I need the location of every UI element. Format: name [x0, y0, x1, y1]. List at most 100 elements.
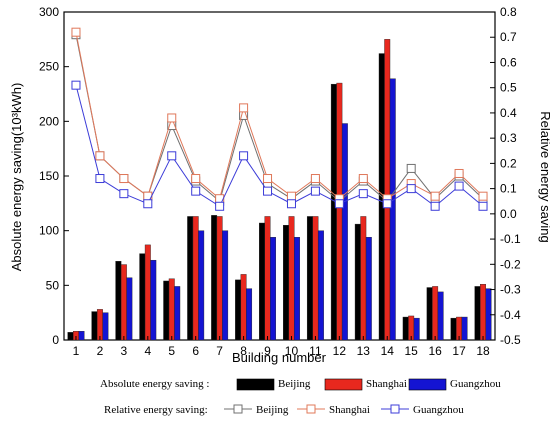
- x-tick-label: 17: [452, 344, 466, 358]
- legend-line-label-shanghai: Shanghai: [329, 404, 370, 416]
- y-right-tick-label: -0.1: [500, 232, 521, 246]
- bar-guangzhou-14: [389, 78, 396, 341]
- point-guangzhou-18: [478, 201, 488, 211]
- x-tick-label: 18: [476, 344, 490, 358]
- point-shanghai-5: [167, 113, 177, 123]
- bar-beijing-10: [283, 224, 289, 341]
- bar-shanghai-12: [336, 82, 343, 341]
- bar-beijing-8: [235, 279, 242, 341]
- bar-guangzhou-10: [294, 237, 300, 341]
- y-right-tick-label: 0.6: [500, 55, 517, 69]
- bar-shanghai-16: [432, 286, 439, 341]
- point-guangzhou-8: [239, 151, 249, 161]
- bar-guangzhou-5: [174, 286, 181, 341]
- y-right-tick-label: -0.5: [500, 333, 521, 347]
- bar-beijing-2: [91, 311, 98, 341]
- y-right-tick-label: 0.5: [500, 81, 517, 95]
- point-shanghai-17: [454, 168, 464, 178]
- legend-line-label-beijing: Beijing: [256, 404, 289, 416]
- bar-guangzhou-13: [365, 237, 372, 341]
- point-guangzhou-15: [406, 184, 416, 194]
- legend-swatch-beijing: [236, 378, 275, 391]
- bar-beijing-7: [211, 215, 218, 341]
- point-guangzhou-9: [263, 186, 273, 196]
- x-tick-label: 2: [97, 344, 104, 358]
- bar-shanghai-9: [264, 216, 271, 341]
- bar-guangzhou-4: [150, 259, 157, 341]
- point-guangzhou-1: [71, 80, 81, 90]
- point-guangzhou-11: [310, 186, 320, 196]
- legend-relative: Relative energy saving: Beijing Shanghai…: [104, 404, 464, 416]
- point-guangzhou-6: [191, 186, 201, 196]
- bar-beijing-16: [426, 287, 433, 341]
- x-tick-label: 4: [144, 344, 151, 358]
- legend-marker-guangzhou: [390, 404, 400, 414]
- bar-shanghai-5: [168, 278, 175, 341]
- point-guangzhou-17: [454, 181, 464, 191]
- bar-guangzhou-7: [222, 230, 229, 341]
- y-right-tick-label: 0.0: [500, 207, 517, 221]
- bar-beijing-11: [306, 216, 313, 341]
- point-shanghai-1: [71, 27, 81, 37]
- x-tick-label: 6: [192, 344, 199, 358]
- bar-beijing-15: [402, 316, 409, 341]
- legend-relative-label: Relative energy saving:: [104, 404, 208, 416]
- bar-shanghai-4: [144, 244, 151, 341]
- bar-guangzhou-2: [102, 312, 109, 341]
- point-shanghai-9: [263, 174, 273, 184]
- bar-beijing-3: [115, 261, 122, 341]
- point-shanghai-6: [191, 174, 201, 184]
- x-tick-label: 12: [333, 344, 347, 358]
- bar-beijing-4: [139, 253, 146, 341]
- x-tick-label: 1: [73, 344, 80, 358]
- x-tick-label: 3: [121, 344, 128, 358]
- legend-bar-shanghai: Shanghai: [366, 378, 407, 390]
- point-guangzhou-12: [334, 199, 344, 209]
- left-axis-title: Absolute energy saving(10³kWh): [9, 83, 24, 272]
- y-left-tick-label: 100: [39, 224, 59, 238]
- bar-beijing-17: [450, 317, 457, 341]
- y-left-tick-label: 200: [39, 114, 59, 128]
- point-beijing-15: [406, 163, 416, 173]
- line-group: [71, 27, 488, 211]
- point-shanghai-8: [239, 103, 249, 113]
- bar-beijing-9: [259, 222, 265, 341]
- y-left-tick-label: 300: [39, 5, 59, 19]
- y-right-tick-label: -0.2: [500, 257, 521, 271]
- bar-shanghai-10: [288, 216, 295, 341]
- point-shanghai-13: [358, 174, 368, 184]
- bar-shanghai-11: [312, 216, 319, 341]
- x-tick-label: 11: [309, 344, 322, 358]
- point-guangzhou-13: [358, 189, 368, 199]
- bar-guangzhou-1: [78, 331, 85, 341]
- point-shanghai-2: [95, 151, 105, 161]
- x-tick-label: 13: [357, 344, 371, 358]
- bar-shanghai-18: [480, 284, 486, 341]
- y-right-tick-label: 0.4: [500, 106, 517, 120]
- y-right-tick-label: 0.7: [500, 30, 517, 44]
- bar-beijing-18: [474, 286, 481, 341]
- x-axis-title: Building number: [232, 350, 327, 365]
- legend-line-label-guangzhou: Guangzhou: [413, 404, 464, 416]
- x-tick-label: 15: [405, 344, 419, 358]
- x-tick-label: 5: [168, 344, 175, 358]
- y-right-tick-label: 0.8: [500, 5, 517, 19]
- x-tick-label: 9: [264, 344, 271, 358]
- x-tick-label: 10: [285, 344, 299, 358]
- bar-guangzhou-12: [341, 123, 348, 341]
- bar-beijing-12: [330, 83, 337, 341]
- bar-guangzhou-11: [317, 230, 324, 341]
- y-left-tick-label: 0: [52, 333, 59, 347]
- y-right-tick-label: 0.3: [500, 131, 517, 145]
- bar-shanghai-14: [384, 39, 391, 341]
- legend-marker-beijing: [233, 404, 243, 414]
- legend-swatch-guangzhou: [408, 378, 447, 391]
- bar-shanghai-7: [216, 216, 223, 341]
- legend-absolute-label: Absolute energy saving :: [100, 378, 209, 390]
- bar-beijing-5: [163, 280, 170, 341]
- x-tick-label: 8: [240, 344, 247, 358]
- bar-guangzhou-17: [461, 316, 468, 341]
- tick-group: 1 2 3 4 5 6 7 8 9 10 11 12 13 14 15 16 17 180501001502002…: [39, 5, 521, 358]
- point-shanghai-11: [310, 174, 320, 184]
